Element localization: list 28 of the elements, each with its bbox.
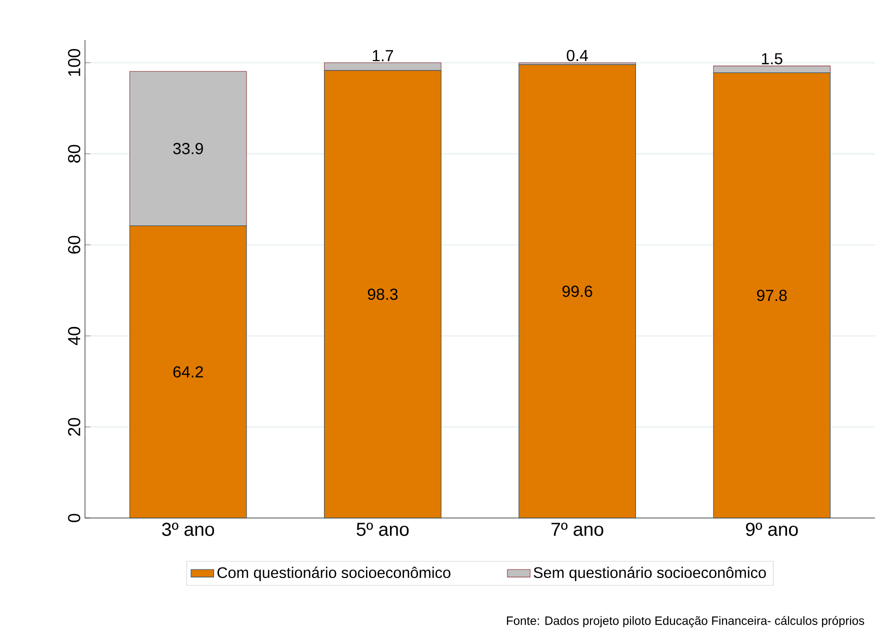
y-tick-label: 60 [68,236,80,254]
data-label: 97.8 [757,290,787,302]
x-tick-label: 9º ano [746,522,798,536]
x-tick-label: 7º ano [551,522,604,536]
data-label: 99.6 [562,286,592,297]
x-tick-label: 3º ano [162,522,214,536]
legend-label: Sem questionário socioeconômico [534,566,766,582]
bar [129,71,247,226]
legend-label: Com questionário socioeconômico [217,566,450,582]
data-label: 1.7 [372,50,394,62]
data-label: 0.4 [566,50,588,62]
data-label: 64.2 [173,366,203,378]
y-tick-label: 0 [68,514,80,522]
y-tick-label: 100 [68,48,80,76]
y-tick-label: 80 [68,144,80,163]
data-label: 98.3 [368,288,398,300]
source-note: Fonte: Dados projeto piloto Educação Financeira- cálculos próprios [506,616,864,628]
data-label: 1.5 [762,53,782,64]
bar [129,225,247,518]
bar [713,66,831,74]
bar [324,70,442,518]
bar [518,64,636,518]
x-tick-label: 5º ano [356,522,409,536]
y-tick-label: 40 [68,326,80,346]
data-label: 33.9 [173,142,203,154]
bar [713,72,831,518]
bar [324,62,442,71]
y-tick-label: 20 [68,418,80,436]
